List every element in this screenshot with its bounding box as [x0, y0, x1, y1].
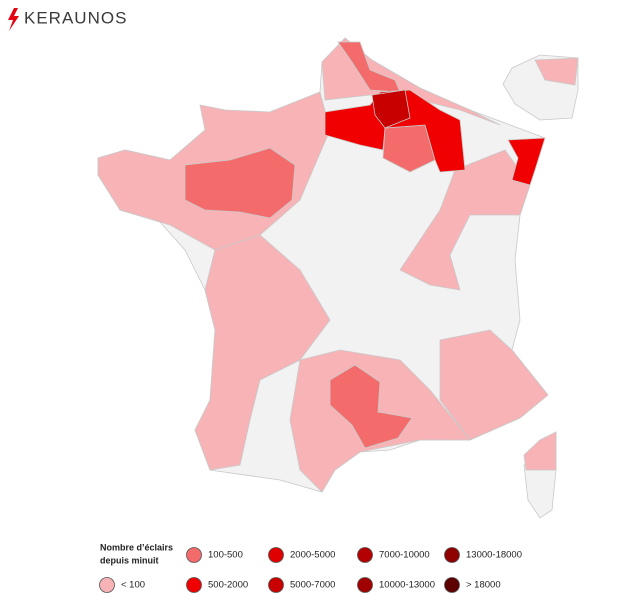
zone-aisne — [371, 89, 411, 129]
legend-label: 10000-13000 — [379, 580, 435, 591]
legend-label: 100-500 — [208, 550, 243, 561]
legend-swatch — [357, 547, 373, 563]
legend-label: > 18000 — [466, 580, 501, 591]
legend-label: 7000-10000 — [379, 550, 430, 561]
zone-southwest — [194, 234, 331, 471]
legend-label: < 100 — [121, 580, 145, 591]
legend-label: 2000-5000 — [290, 550, 335, 561]
logo: KERAUNOS — [8, 8, 127, 31]
legend-swatch — [186, 547, 202, 563]
zone-normandy-centre — [184, 147, 296, 219]
legend-label: 13000-18000 — [466, 550, 522, 561]
map — [97, 37, 579, 519]
logo-icon — [8, 8, 19, 31]
legend-swatch — [99, 577, 115, 593]
zone-southeast — [439, 329, 549, 441]
logo-text: KERAUNOS — [24, 8, 127, 27]
zone-occitanie — [329, 364, 413, 449]
legend-swatch — [357, 577, 373, 593]
zone-ardennes — [337, 41, 401, 93]
legend-swatch — [444, 577, 460, 593]
legend-label: 500-2000 — [208, 580, 248, 591]
zone-alsace — [507, 137, 546, 186]
legend: Nombre d’éclairs depuis minuit 100-500 20… — [99, 542, 522, 593]
legend-title: Nombre d’éclairs — [100, 542, 173, 552]
legend-swatch — [444, 547, 460, 563]
legend-swatch — [268, 547, 284, 563]
legend-swatch — [268, 577, 284, 593]
legend-label: 5000-7000 — [290, 580, 335, 591]
corsica-zone — [523, 431, 557, 471]
zone-paris-region — [324, 89, 466, 173]
legend-swatch — [186, 577, 202, 593]
legend-title: depuis minuit — [100, 555, 159, 565]
inset-zone — [534, 57, 579, 86]
